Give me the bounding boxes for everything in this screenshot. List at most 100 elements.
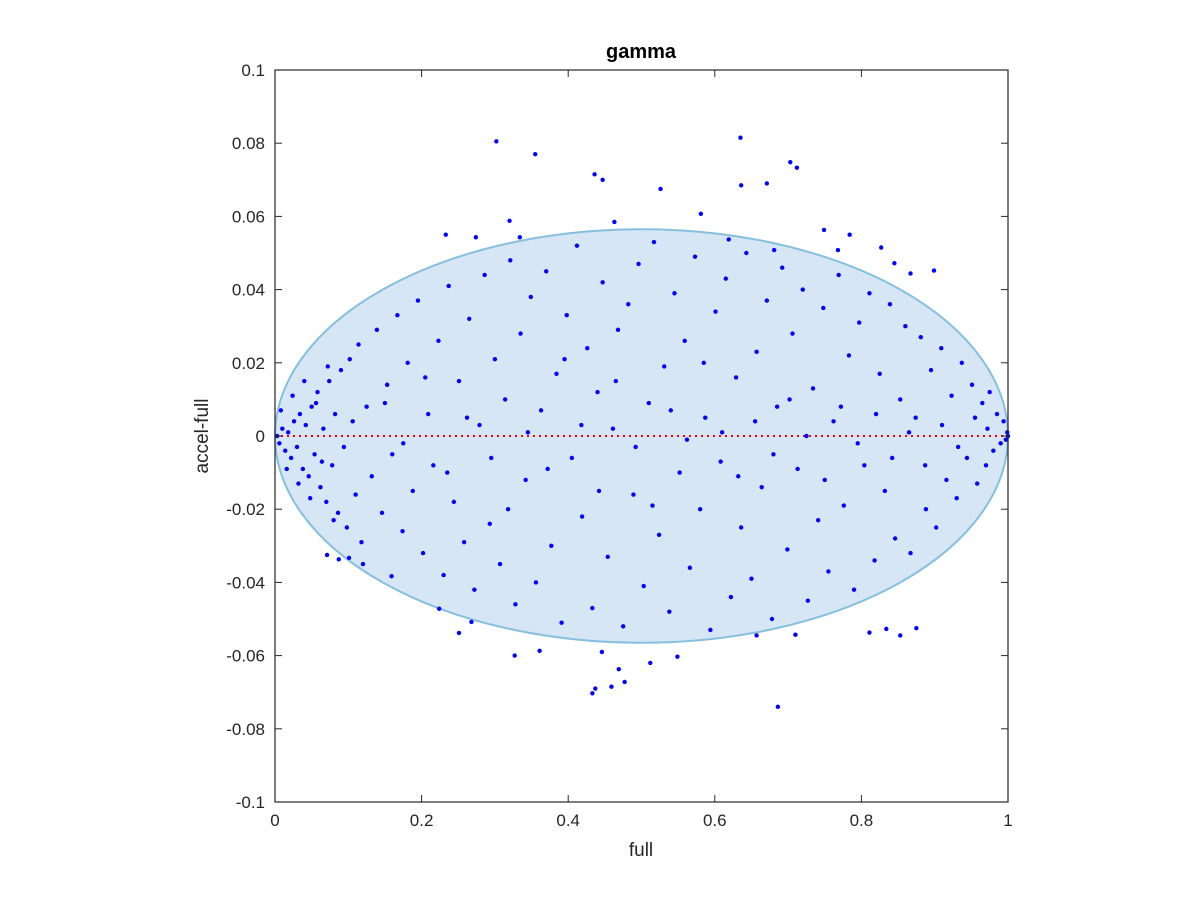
data-point	[389, 573, 394, 579]
data-point	[294, 444, 300, 450]
data-point	[774, 404, 780, 409]
data-point	[585, 345, 590, 351]
data-point	[887, 302, 893, 307]
data-point	[1003, 437, 1009, 442]
data-point	[651, 239, 657, 245]
data-point	[533, 580, 539, 585]
data-point	[795, 466, 800, 472]
data-point	[804, 433, 809, 439]
data-point	[923, 507, 929, 512]
data-point	[726, 237, 731, 242]
data-point	[436, 338, 441, 344]
data-point	[980, 400, 985, 406]
x-tick-label: 0	[270, 811, 279, 830]
data-point	[892, 536, 898, 541]
data-point	[964, 455, 970, 461]
data-point	[668, 408, 674, 413]
data-point	[425, 411, 431, 417]
data-point	[469, 619, 474, 625]
data-point	[846, 353, 852, 358]
x-tick-label: 0.4	[556, 811, 580, 830]
data-point	[908, 271, 913, 276]
data-point	[667, 609, 672, 614]
data-point	[851, 587, 857, 592]
data-point	[620, 624, 626, 629]
data-point	[749, 576, 754, 581]
data-point	[590, 605, 595, 611]
data-point	[297, 411, 303, 417]
data-point	[646, 400, 652, 406]
y-tick-label: 0.06	[232, 207, 265, 226]
data-point	[523, 477, 528, 483]
data-point	[579, 422, 584, 428]
data-point	[780, 265, 785, 270]
data-point	[939, 422, 945, 428]
data-point	[867, 630, 872, 635]
data-point	[805, 598, 811, 603]
data-point	[306, 474, 311, 479]
y-axis-label: accel-full	[192, 399, 213, 474]
data-point	[599, 649, 605, 655]
data-point	[898, 633, 903, 638]
data-point	[650, 503, 655, 508]
data-point	[771, 247, 777, 253]
data-point	[675, 654, 680, 659]
data-point	[562, 356, 567, 362]
data-point	[487, 521, 492, 527]
data-point	[788, 160, 793, 165]
data-point	[296, 481, 301, 486]
data-point	[754, 349, 759, 355]
data-point	[544, 269, 549, 274]
data-point	[636, 261, 641, 267]
data-point	[312, 452, 317, 457]
data-point	[507, 218, 512, 223]
data-point	[303, 422, 308, 428]
data-point	[918, 334, 923, 340]
data-point	[626, 302, 631, 307]
data-point	[771, 452, 776, 457]
data-point	[456, 378, 462, 384]
data-point	[374, 327, 380, 333]
data-point	[838, 404, 844, 409]
data-point	[672, 291, 677, 296]
data-point	[497, 561, 503, 567]
data-point	[325, 364, 330, 369]
data-point	[324, 499, 329, 505]
data-point	[687, 565, 693, 570]
data-point	[641, 583, 646, 589]
data-point	[564, 313, 569, 318]
data-point	[307, 496, 313, 501]
data-point	[321, 426, 326, 431]
data-point	[738, 183, 744, 188]
data-point	[284, 466, 289, 472]
data-point	[991, 448, 996, 453]
data-point	[862, 463, 867, 468]
data-point	[949, 393, 954, 398]
data-point	[985, 426, 990, 431]
y-tick-label: 0.08	[232, 134, 265, 153]
data-point	[600, 177, 605, 182]
x-tick-label: 0.2	[410, 811, 434, 830]
data-point	[855, 441, 860, 446]
data-point	[579, 514, 585, 519]
data-point	[278, 408, 284, 413]
data-point	[831, 419, 836, 424]
data-point	[464, 415, 470, 420]
data-point	[528, 294, 534, 300]
data-point	[769, 616, 775, 622]
data-point	[759, 485, 764, 490]
data-point	[331, 517, 336, 523]
y-tick-label: 0	[256, 427, 265, 446]
data-point	[914, 625, 919, 631]
data-point	[836, 272, 841, 278]
data-point	[723, 276, 728, 281]
data-point	[847, 232, 852, 237]
data-point	[518, 331, 523, 336]
plot-area: 0 0.2 0.4 0.6 0.8 1 -0.1 -0.08 -0.06 -0.04 -0.02 0 0…	[226, 61, 1012, 830]
y-tick-label: -0.06	[226, 647, 265, 666]
data-point	[285, 430, 291, 435]
data-point	[288, 455, 294, 461]
data-point	[327, 378, 332, 384]
data-point	[400, 528, 405, 534]
data-point	[549, 543, 554, 548]
